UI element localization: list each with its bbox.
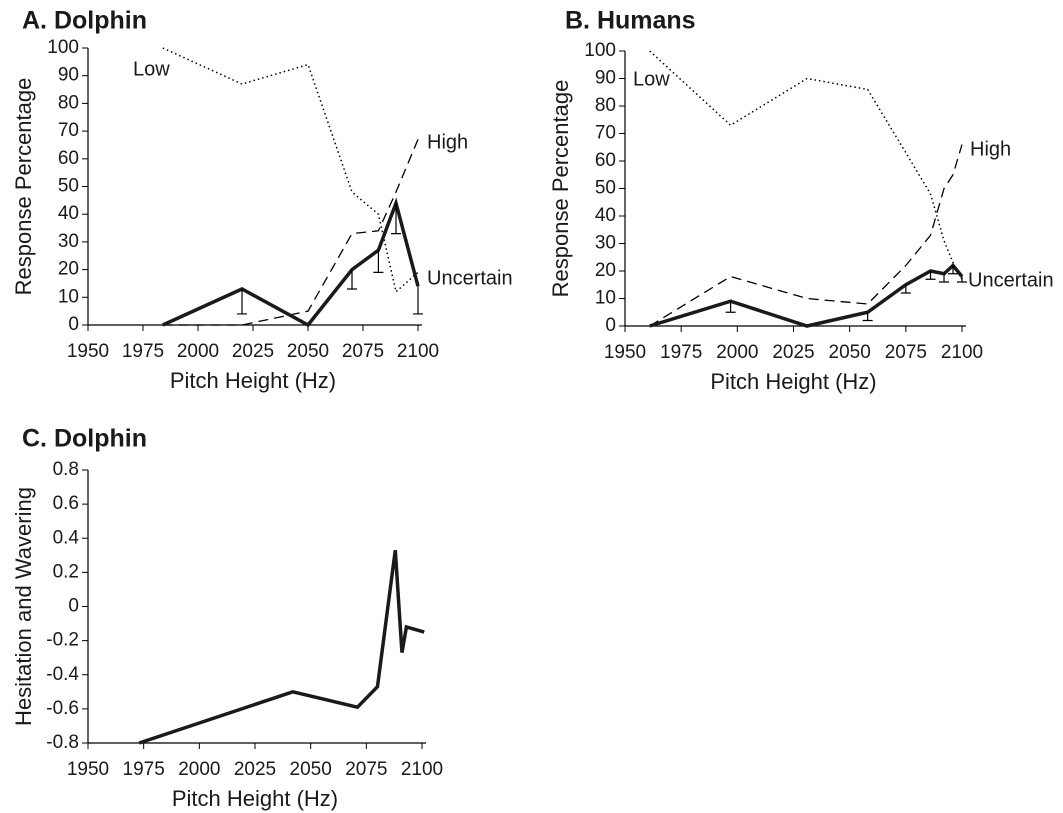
y-tick-label: 90	[595, 68, 616, 89]
x-tick-label: 2100	[397, 341, 439, 362]
x-tick-label: 2050	[287, 341, 329, 362]
error-bar	[391, 203, 401, 235]
series-line	[138, 549, 425, 745]
y-tick-label: 80	[58, 92, 79, 113]
error-bar	[948, 265, 959, 275]
x-tick-label: 2025	[234, 759, 276, 780]
y-tick-label: 20	[58, 259, 79, 280]
y-tick-label: 30	[58, 231, 79, 252]
error-bar	[900, 284, 911, 294]
y-tick-label: 10	[595, 288, 616, 309]
series-line	[162, 47, 419, 294]
error-bar	[925, 271, 936, 280]
series-line	[649, 262, 964, 328]
series-label: Uncertain	[427, 267, 513, 289]
x-tick-label: 1950	[67, 759, 109, 780]
x-tick-label: 2050	[829, 342, 871, 363]
series-line	[162, 197, 420, 328]
panel-title: A. Dolphin	[22, 7, 147, 35]
x-tick-label: 2075	[885, 342, 927, 363]
series-label: High	[427, 131, 468, 153]
x-tick-label: 2050	[290, 759, 332, 780]
y-tick-label: 0	[68, 596, 79, 617]
y-tick-label: 100	[47, 37, 79, 58]
x-tick-label: 2000	[177, 341, 219, 362]
x-axis-label: Pitch Height (Hz)	[710, 369, 876, 394]
y-tick-label: 20	[595, 260, 616, 281]
y-tick-label: 40	[58, 203, 79, 224]
x-tick-label: 2075	[342, 341, 384, 362]
x-tick-label: 2000	[716, 342, 758, 363]
series-line	[162, 139, 419, 326]
error-bar	[237, 288, 247, 315]
x-tick-label: 2025	[232, 341, 274, 362]
y-axis-label: Hesitation and Wavering	[11, 487, 36, 726]
series-line	[649, 50, 963, 280]
x-tick-label: 2100	[941, 342, 983, 363]
panel-title: B. Humans	[565, 7, 696, 35]
series-label: High	[970, 138, 1011, 160]
y-tick-label: 0	[605, 315, 616, 336]
y-axis-label: Response Percentage	[548, 80, 573, 298]
x-tick-label: 1975	[660, 342, 702, 363]
y-tick-label: 100	[584, 40, 616, 61]
error-bar	[725, 301, 736, 313]
y-tick-label: 0	[68, 314, 79, 335]
series-label: Low	[633, 68, 670, 90]
x-tick-label: 2000	[178, 759, 220, 780]
y-tick-label: 0.8	[53, 459, 79, 480]
y-tick-label: 0.6	[53, 493, 79, 514]
y-tick-label: 50	[58, 176, 79, 197]
error-bar	[413, 286, 423, 315]
x-tick-label: 2025	[772, 342, 814, 363]
y-tick-label: 80	[595, 95, 616, 116]
x-tick-label: 2075	[345, 759, 387, 780]
y-tick-label: 60	[595, 150, 616, 171]
x-tick-label: 2100	[401, 759, 443, 780]
y-tick-label: 0.4	[53, 527, 80, 548]
error-bar	[957, 276, 967, 283]
y-tick-label: 0.2	[53, 561, 79, 582]
y-tick-label: 40	[595, 205, 616, 226]
x-tick-label: 1950	[604, 342, 646, 363]
error-bar	[347, 269, 357, 290]
x-tick-label: 1975	[122, 341, 164, 362]
y-tick-label: 60	[58, 148, 79, 169]
panel-title: C. Dolphin	[22, 425, 147, 453]
y-tick-label: 70	[58, 120, 79, 141]
error-bar	[939, 273, 950, 283]
y-tick-label: 10	[58, 286, 79, 307]
error-bar	[862, 312, 873, 322]
series-label: Uncertain	[968, 269, 1054, 291]
x-axis-label: Pitch Height (Hz)	[170, 368, 336, 393]
x-tick-label: 1975	[123, 759, 165, 780]
x-tick-label: 1950	[67, 341, 109, 362]
y-axis-label: Response Percentage	[11, 78, 36, 296]
y-tick-label: 50	[595, 178, 616, 199]
y-tick-label: -0.2	[46, 630, 79, 651]
y-tick-label: 30	[595, 233, 616, 254]
y-tick-label: 90	[58, 65, 79, 86]
series-line	[649, 144, 963, 327]
y-tick-label: 70	[595, 123, 616, 144]
y-tick-label: -0.6	[46, 698, 79, 719]
y-tick-label: -0.8	[46, 732, 79, 753]
series-label: Low	[133, 58, 170, 80]
x-axis-label: Pitch Height (Hz)	[172, 786, 338, 811]
y-tick-label: -0.4	[46, 664, 79, 685]
error-bar	[373, 250, 384, 273]
